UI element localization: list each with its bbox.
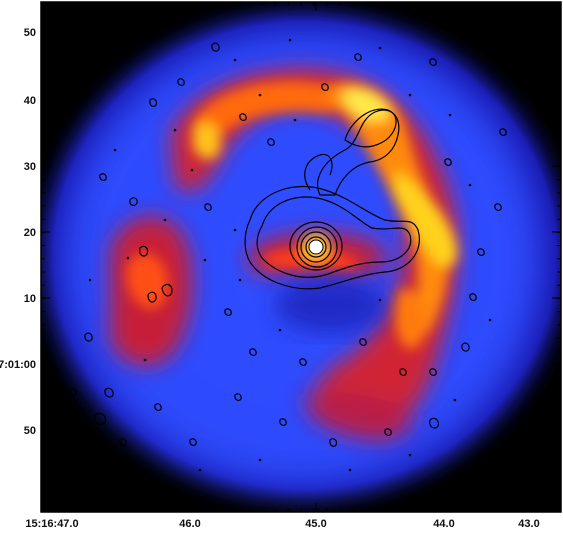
- x-tick-label: 44.0: [433, 518, 454, 530]
- x-tick-label: 46.0: [179, 518, 200, 530]
- y-tick-label: 50: [24, 425, 36, 437]
- image-panel: [41, 2, 561, 512]
- x-tick-label: 43.0: [518, 518, 539, 530]
- y-tick-label: 30: [24, 161, 36, 173]
- y-tick-label: 50: [24, 27, 36, 39]
- x-tick-label: 15:16:47.0: [25, 518, 78, 530]
- y-axis: 50 40 30 20 10 7:01:00 50: [0, 27, 36, 437]
- x-axis: 15:16:47.0 46.0 45.0 44.0 43.0: [25, 518, 539, 530]
- contour-overlay: [69, 42, 507, 447]
- y-tick-label: 40: [24, 95, 36, 107]
- x-tick-label: 45.0: [305, 518, 326, 530]
- central-source: [308, 239, 324, 255]
- y-tick-label: 20: [24, 227, 36, 239]
- y-tick-label: 7:01:00: [0, 359, 36, 371]
- y-tick-label: 10: [24, 293, 36, 305]
- axis-ticks: [41, 2, 561, 512]
- point-sources: [88, 38, 492, 472]
